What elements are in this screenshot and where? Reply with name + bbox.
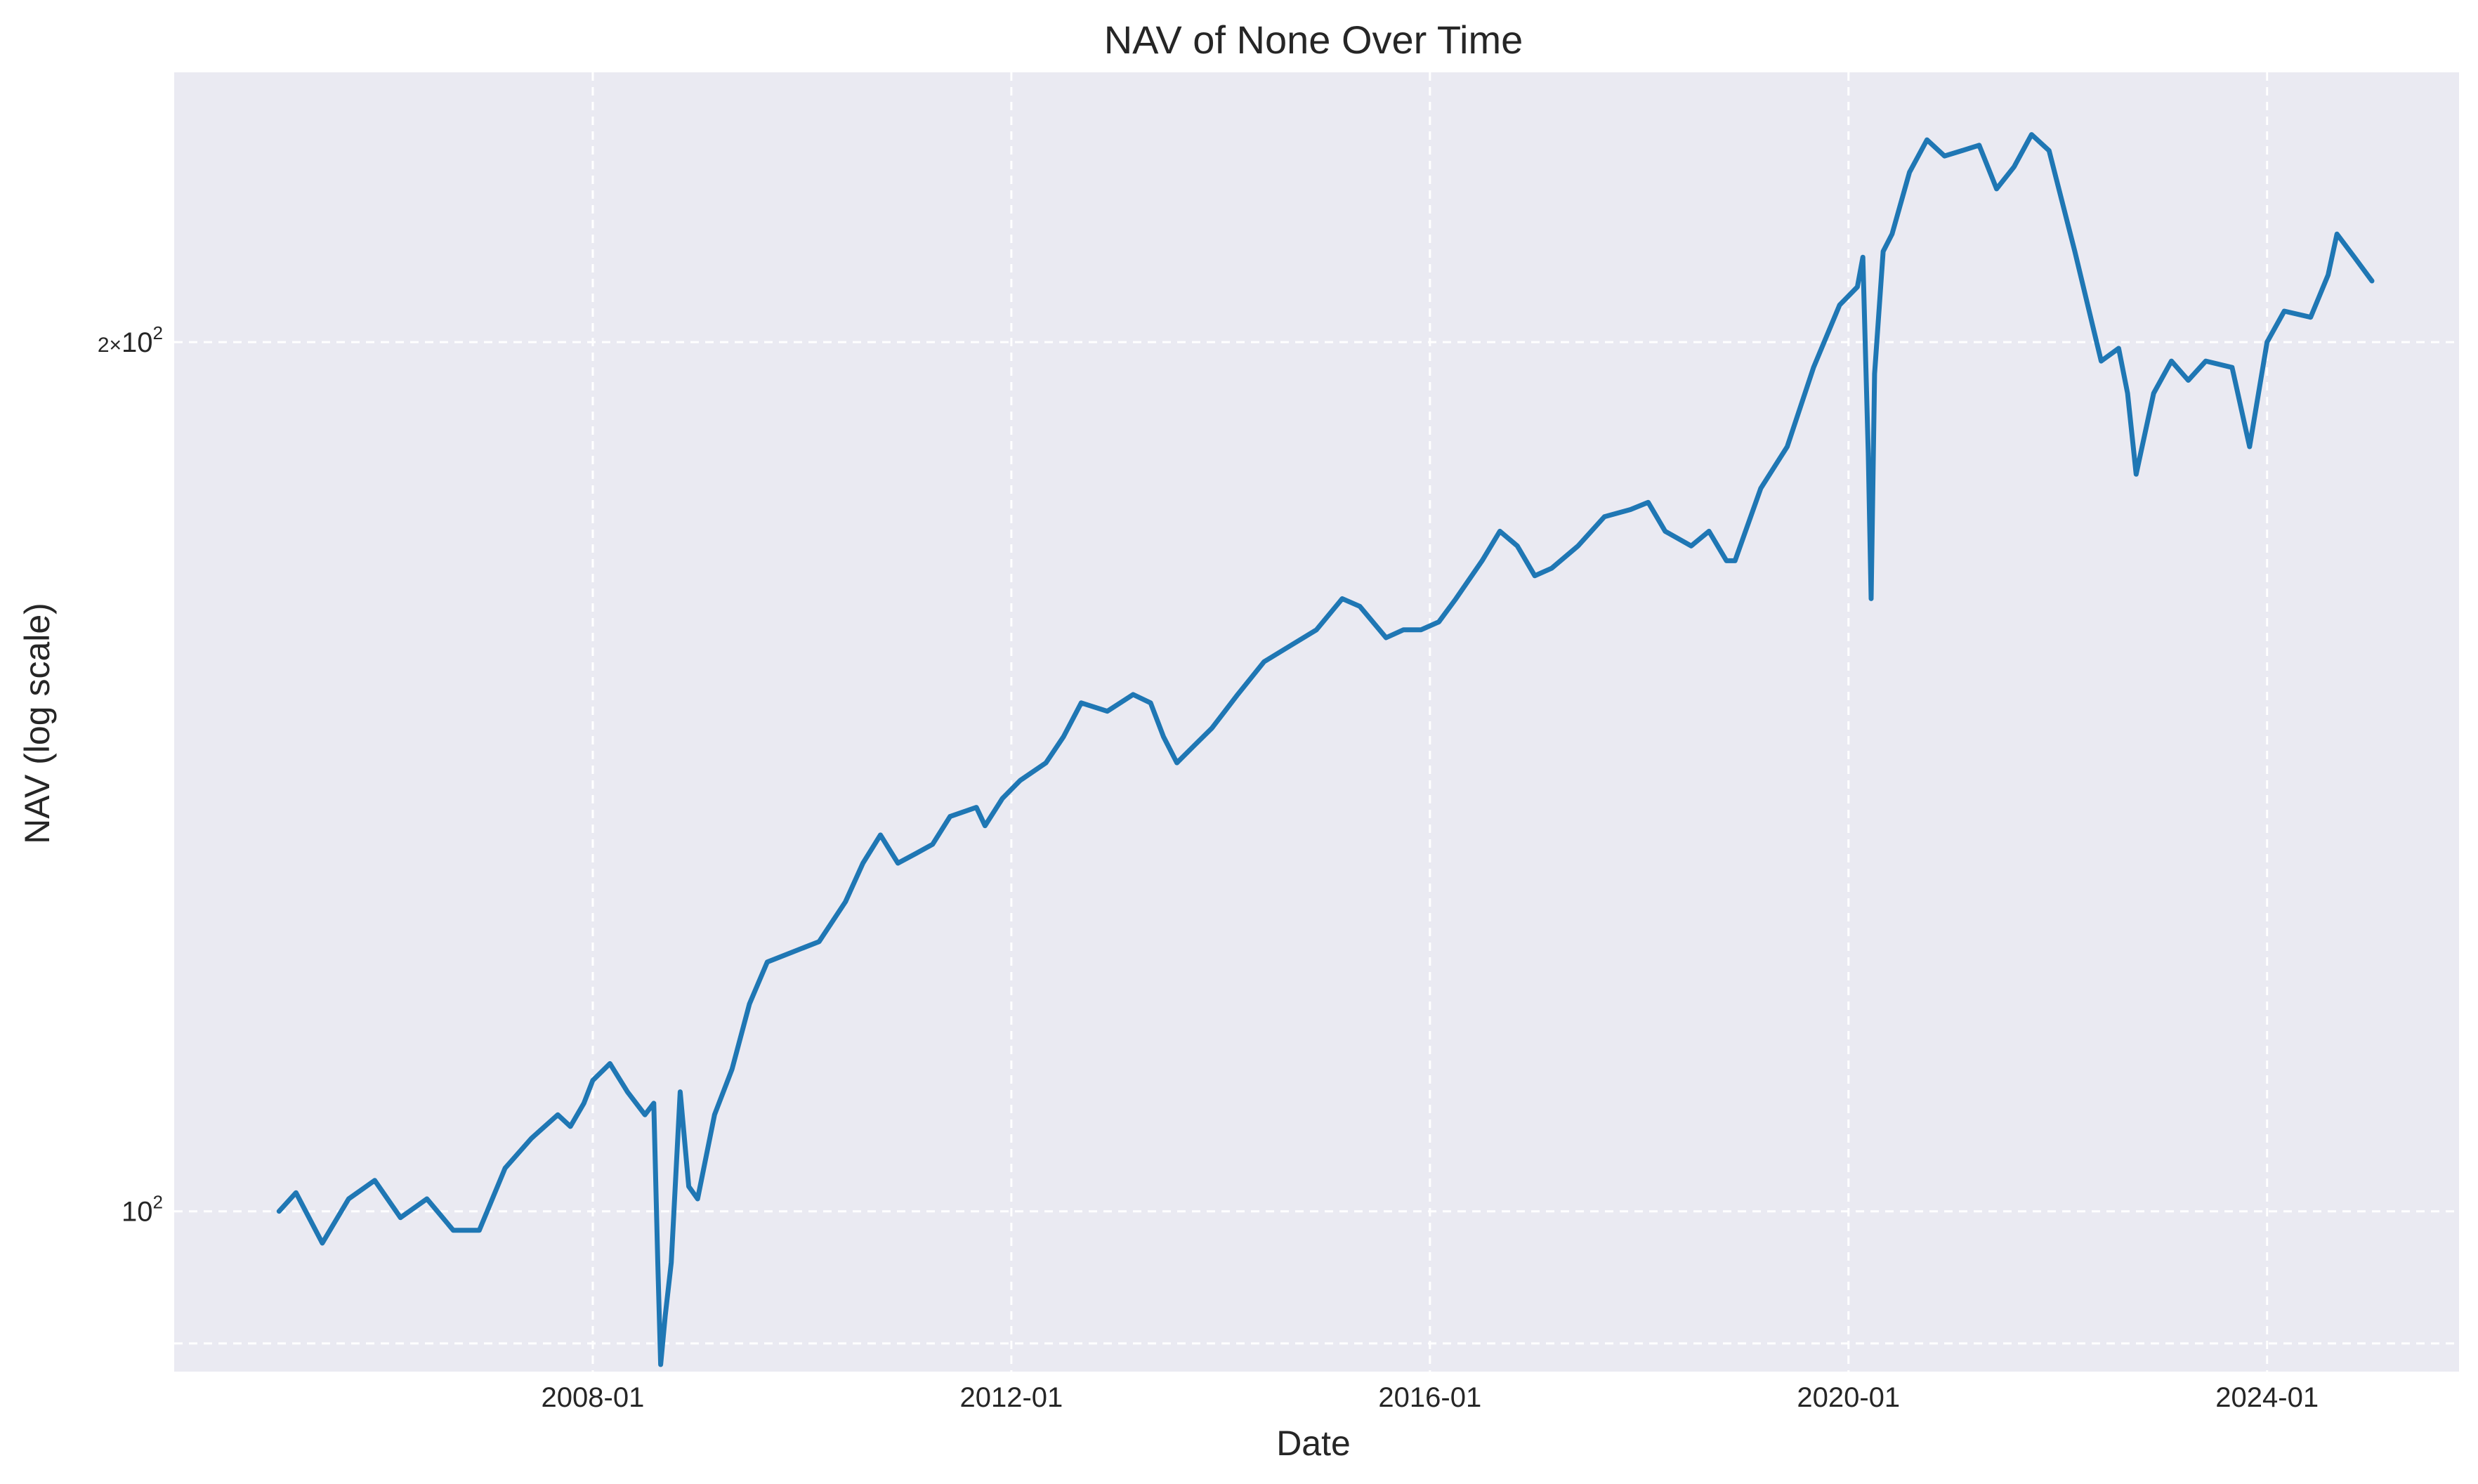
- y-gridlines: [174, 341, 2459, 1345]
- nav-series-line: [276, 132, 2375, 1367]
- x-tick-label: 2008-01: [542, 1382, 645, 1413]
- y-tick-labels: 102 2×102: [98, 322, 163, 1228]
- plot-area: [174, 72, 2459, 1372]
- x-tick-label: 2024-01: [2215, 1382, 2319, 1413]
- x-tick-label: 2016-01: [1378, 1382, 1481, 1413]
- x-tick-labels: 2008-01 2012-01 2016-01 2020-01 2024-01: [542, 1382, 2319, 1413]
- x-tick-label: 2020-01: [1797, 1382, 1900, 1413]
- y-tick-label: 102: [122, 1192, 163, 1228]
- x-axis-label: Date: [1276, 1424, 1351, 1463]
- y-tick-label: 2×102: [98, 322, 163, 358]
- x-gridlines: [591, 72, 2269, 1372]
- chart-title: NAV of None Over Time: [1104, 18, 1523, 62]
- y-axis-label: NAV (log scale): [18, 603, 57, 844]
- x-tick-label: 2012-01: [959, 1382, 1063, 1413]
